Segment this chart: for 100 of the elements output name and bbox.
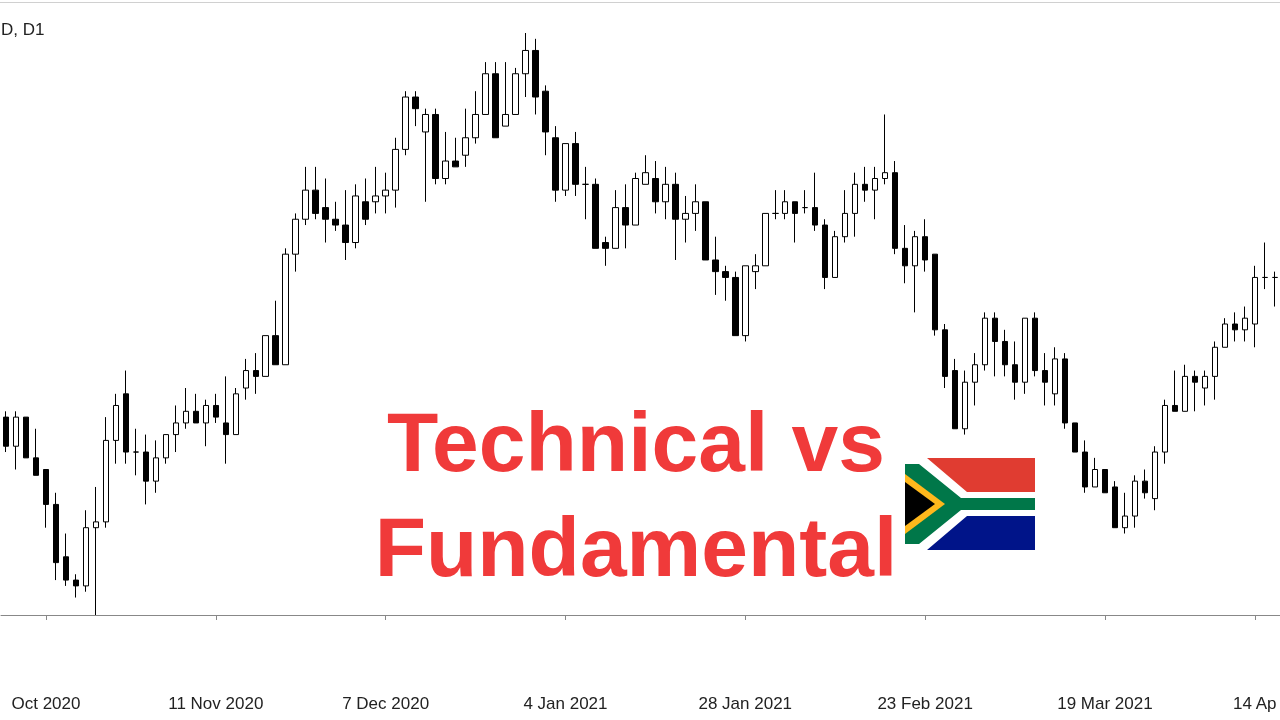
candlestick — [1042, 352, 1048, 406]
candlestick — [922, 218, 928, 273]
candlestick — [382, 172, 389, 214]
candlestick — [502, 61, 509, 127]
candlestick — [253, 352, 259, 395]
candlestick — [682, 195, 689, 244]
candlestick — [1152, 445, 1158, 511]
candlestick — [302, 166, 309, 226]
candlestick — [1162, 399, 1168, 465]
candlestick — [43, 469, 49, 529]
candlestick — [143, 434, 149, 505]
candlestick — [982, 311, 988, 372]
candlestick — [542, 84, 549, 156]
candlestick — [572, 131, 579, 197]
candlestick — [622, 183, 629, 249]
candlestick — [372, 166, 379, 214]
candlestick — [522, 32, 529, 98]
candlestick — [292, 212, 299, 273]
candlestick — [183, 387, 189, 430]
candlestick — [1012, 340, 1018, 401]
candlestick — [1222, 317, 1228, 348]
candlestick — [1132, 474, 1138, 529]
candlestick — [772, 189, 779, 220]
candlestick — [742, 265, 749, 342]
candlestick — [412, 90, 419, 127]
x-tick-label: 14 Ap — [1233, 694, 1277, 713]
candlestick — [462, 108, 469, 168]
candlestick — [1192, 370, 1198, 412]
x-tick-label: 11 Nov 2020 — [168, 694, 264, 713]
candlestick — [1032, 311, 1038, 377]
candlestick — [113, 393, 119, 465]
candlestick — [93, 486, 99, 616]
candlestick — [103, 416, 109, 529]
candlestick — [442, 131, 449, 185]
candlestick — [602, 236, 609, 267]
candlestick — [123, 370, 129, 465]
candlestick — [702, 201, 709, 261]
candlestick — [492, 61, 499, 139]
candlestick — [133, 428, 139, 476]
candlestick — [193, 393, 199, 424]
candlestick — [262, 335, 269, 377]
x-tick-label: 28 Jan 2021 — [698, 694, 793, 713]
candlestick — [1102, 469, 1108, 494]
candlestick — [592, 178, 599, 249]
x-tick-label: 19 Mar 2021 — [1057, 694, 1153, 713]
candlestick — [362, 178, 369, 226]
candlestick — [23, 416, 29, 459]
candlestick — [782, 189, 788, 220]
candlestick — [1092, 457, 1098, 488]
candlestick — [243, 358, 249, 401]
candlestick — [902, 224, 908, 284]
candlestick — [472, 90, 479, 145]
candlestick — [1142, 469, 1148, 500]
candlestick — [332, 201, 339, 232]
candlestick — [812, 172, 818, 232]
candlestick — [962, 370, 968, 436]
candlestick — [1022, 317, 1028, 395]
x-tick-label: Oct 2020 — [11, 694, 81, 713]
candlestick — [562, 143, 569, 197]
candlestick — [63, 533, 69, 587]
candlestick — [352, 183, 359, 249]
x-tick-label: 7 Dec 2020 — [342, 694, 430, 713]
candlestick — [53, 492, 59, 581]
candlestick — [712, 236, 719, 296]
candlestick — [342, 189, 349, 261]
candlestick — [792, 201, 798, 244]
candlestick — [223, 375, 229, 465]
candlestick — [882, 113, 888, 185]
candlestick — [1212, 340, 1218, 401]
candlestick — [1202, 370, 1208, 406]
annotation: Technical vs — [386, 395, 886, 489]
candlestick — [912, 230, 918, 313]
candlestick — [852, 172, 858, 238]
candlestick — [33, 428, 39, 476]
candlestick — [732, 271, 739, 337]
candlestick — [1062, 352, 1068, 430]
candlestick — [762, 212, 769, 267]
candlestick — [422, 108, 429, 203]
candlestick — [662, 166, 669, 220]
candlestick — [272, 300, 279, 366]
annotation: Fundamental — [374, 500, 898, 594]
candlestick — [13, 410, 19, 470]
candlestick — [952, 358, 958, 430]
candlestick — [203, 399, 209, 447]
candlestick — [1172, 370, 1178, 412]
candlestick — [1252, 265, 1258, 348]
candlestick — [1182, 364, 1188, 412]
candlestick — [822, 218, 828, 290]
candlestick — [213, 393, 219, 424]
candlestick — [972, 352, 978, 406]
chart-title: D, D1 — [1, 20, 45, 39]
candlestick — [632, 172, 639, 226]
candlestick — [312, 166, 319, 220]
candlestick — [1122, 492, 1128, 535]
candlestick — [752, 253, 759, 290]
candlestick — [452, 137, 459, 168]
candlestick — [512, 67, 519, 115]
candlestick — [322, 178, 329, 244]
candlestick — [872, 166, 878, 220]
candlestick — [402, 90, 409, 156]
